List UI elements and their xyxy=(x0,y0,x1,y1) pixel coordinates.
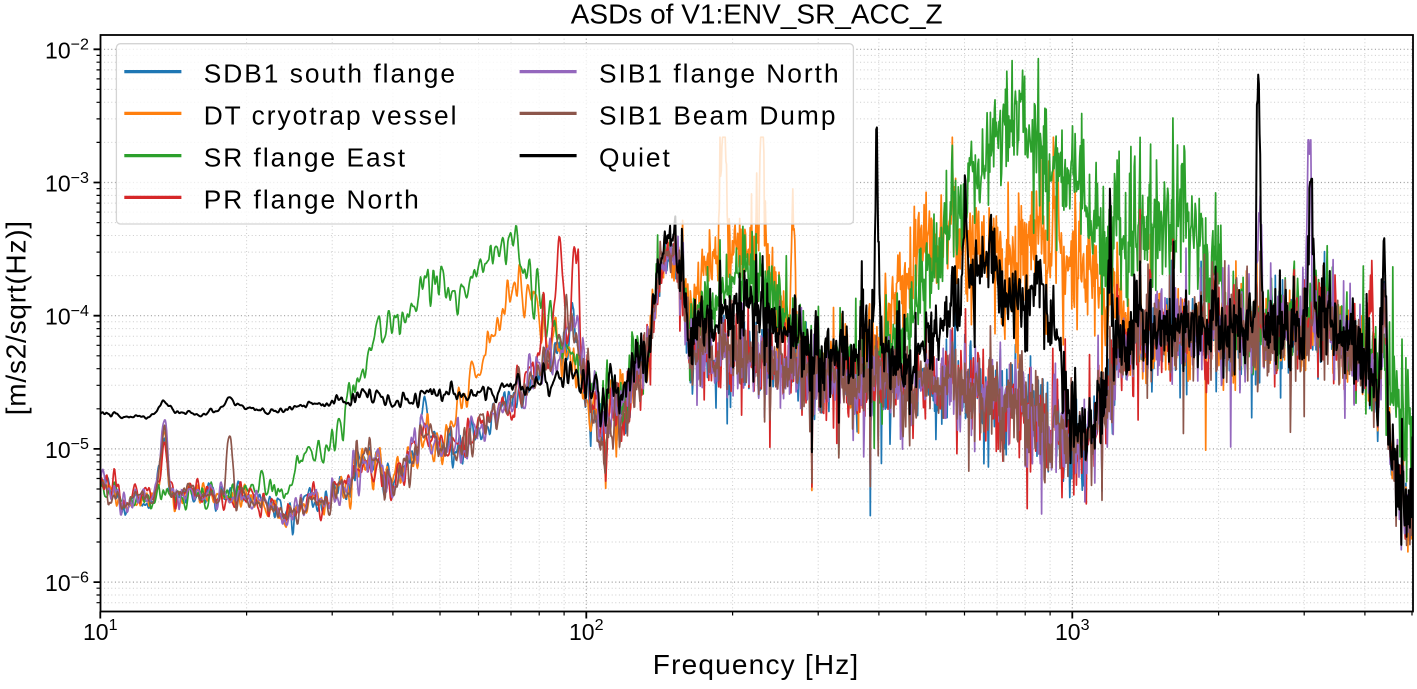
svg-text:Frequency [Hz]: Frequency [Hz] xyxy=(653,649,860,680)
svg-text:101: 101 xyxy=(83,616,118,645)
svg-text:SR flange East: SR flange East xyxy=(204,143,407,173)
svg-text:[m/s2/sqrt(Hz)]: [m/s2/sqrt(Hz)] xyxy=(1,220,32,415)
svg-text:10−6: 10−6 xyxy=(45,568,89,596)
svg-text:Quiet: Quiet xyxy=(599,143,672,173)
svg-text:SDB1 south flange: SDB1 south flange xyxy=(204,59,457,89)
svg-text:PR flange North: PR flange North xyxy=(204,184,421,214)
svg-text:SIB1 flange North: SIB1 flange North xyxy=(599,59,841,89)
svg-text:DT cryotrap vessel: DT cryotrap vessel xyxy=(204,100,459,130)
svg-text:10−2: 10−2 xyxy=(45,36,89,64)
svg-text:SIB1 Beam Dump: SIB1 Beam Dump xyxy=(599,100,837,130)
svg-text:ASDs of V1:ENV_SR_ACC_Z: ASDs of V1:ENV_SR_ACC_Z xyxy=(571,0,943,30)
